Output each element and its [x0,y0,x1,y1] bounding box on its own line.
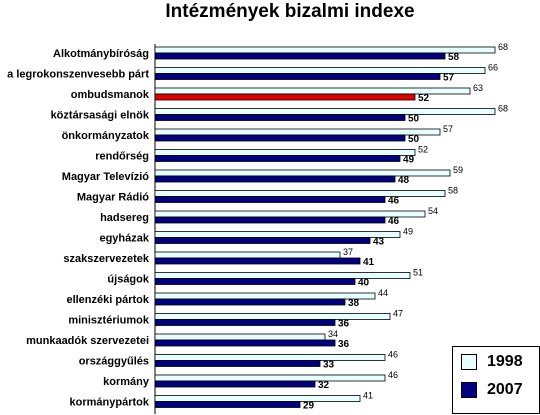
legend: 1998 2007 [452,346,540,414]
value-label-2007-16: 32 [318,380,330,391]
bar-2007-4 [154,134,406,142]
category-label-17: kormánypártok [70,397,150,409]
bar-1998-9 [154,231,401,238]
category-label-7: Magyar Rádió [77,192,149,204]
value-label-2007-10: 41 [363,257,375,268]
value-label-2007-7: 46 [388,196,400,207]
category-label-1: a legrokonszenvesebb párt [7,69,149,81]
category-label-8: hadsereg [100,212,149,224]
bar-2007-15 [154,360,321,367]
bar-2007-17 [154,401,301,408]
bar-2007-10 [154,257,361,265]
value-label-1998-1: 66 [488,63,498,73]
value-label-2007-1: 57 [443,73,455,84]
bar-1998-7 [154,190,446,197]
bar-2007-0 [154,52,446,60]
value-label-2007-2: 52 [418,93,430,104]
bar-1998-16 [154,374,386,382]
bar-2007-5 [154,155,401,162]
value-label-2007-11: 40 [358,278,370,289]
value-label-1998-0: 68 [498,42,508,52]
legend-label-2007: 2007 [487,381,523,398]
bar-1998-5 [154,149,416,156]
category-label-13: minisztériumok [68,315,150,327]
bar-2007-1 [154,73,441,80]
bar-1998-10 [154,251,341,259]
category-label-14: munkaadók szervezetei [26,335,149,347]
value-label-2007-17: 29 [303,401,315,412]
bar-1998-8 [154,210,426,218]
bar-1998-0 [154,46,496,54]
value-label-2007-13: 36 [338,319,350,330]
value-label-2007-5: 49 [403,155,415,166]
bar-1998-11 [154,272,411,279]
category-label-3: köztársasági elnök [51,110,150,122]
value-label-1998-8: 54 [428,206,438,216]
value-label-2007-15: 33 [323,360,335,371]
category-label-6: Magyar Televízió [62,171,149,183]
value-label-1998-15: 46 [388,350,398,360]
bar-1998-14 [154,333,326,341]
value-label-1998-10: 37 [343,247,353,257]
legend-swatch-1998 [461,354,477,370]
bar-1998-13 [154,313,391,320]
bar-2007-14 [154,339,336,347]
value-label-2007-6: 48 [398,175,410,186]
value-label-1998-3: 68 [498,104,508,114]
value-label-2007-9: 43 [373,237,385,248]
bar-1998-3 [154,108,496,115]
value-label-1998-5: 52 [418,145,428,155]
bar-2007-7 [154,196,386,203]
bar-1998-1 [154,67,486,74]
value-label-2007-14: 36 [338,339,350,350]
value-label-2007-8: 46 [388,216,400,227]
value-label-1998-17: 41 [363,391,373,401]
category-label-10: szakszervezetek [63,253,150,265]
value-label-2007-0: 58 [448,52,460,63]
category-label-4: önkormányzatok [62,130,150,142]
bar-2007-11 [154,278,356,285]
chart-title: Intézmények bizalmi indexe [165,1,415,22]
value-label-1998-14: 34 [328,329,338,339]
bar-2007-8 [154,216,386,224]
value-label-2007-3: 50 [408,114,420,125]
bar-2007-13 [154,319,336,326]
category-label-9: egyházak [99,233,149,245]
category-label-12: ellenzéki pártok [66,294,149,306]
bar-2007-9 [154,237,371,244]
bar-1998-4 [154,128,441,136]
value-label-2007-4: 50 [408,134,420,145]
value-label-1998-16: 46 [388,370,398,380]
category-label-2: ombudsmanok [71,89,150,101]
category-label-5: rendőrség [95,151,149,163]
category-label-0: Alkotmánybíróság [53,48,149,60]
value-label-1998-11: 51 [413,268,423,278]
bar-1998-15 [154,354,386,361]
value-label-1998-12: 44 [378,288,388,298]
bar-2007-12 [154,298,346,306]
bar-2007-2 [154,93,416,101]
category-label-15: országgyűlés [79,356,149,368]
value-label-1998-6: 59 [453,165,463,175]
value-label-1998-7: 58 [448,186,458,196]
value-label-1998-9: 49 [403,227,413,237]
legend-item-2007: 2007 [461,381,523,399]
value-label-1998-2: 63 [473,83,483,93]
category-label-16: kormány [103,376,150,388]
bar-1998-12 [154,292,376,300]
value-label-1998-4: 57 [443,124,453,134]
bar-2007-6 [154,175,396,183]
legend-swatch-2007 [461,382,477,398]
legend-item-1998: 1998 [461,353,523,371]
category-label-11: újságok [107,274,149,286]
legend-label-1998: 1998 [487,353,523,370]
bar-1998-17 [154,395,361,402]
value-label-1998-13: 47 [393,309,403,319]
value-label-2007-12: 38 [348,298,360,309]
bar-2007-16 [154,380,316,388]
bar-2007-3 [154,114,406,121]
